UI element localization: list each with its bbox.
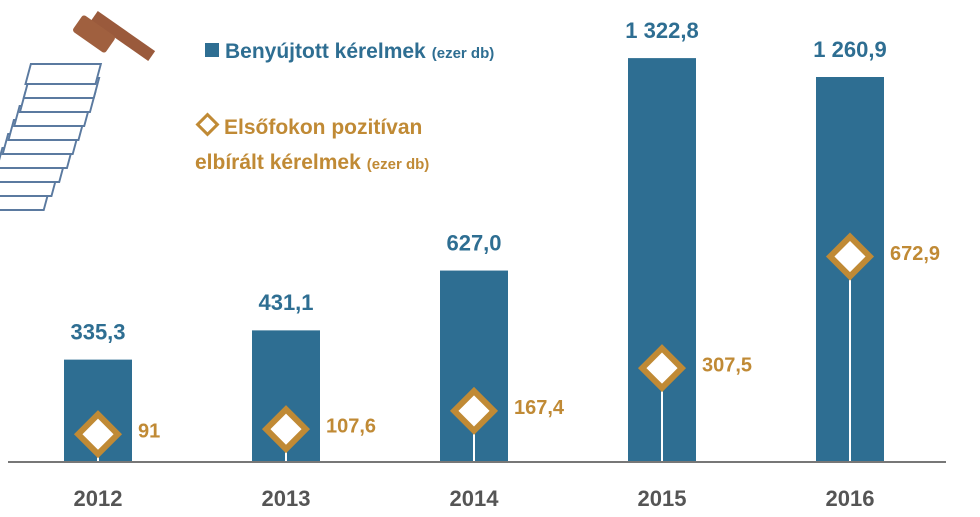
diamond-value-label: 91: [138, 420, 160, 442]
gavel-icon: [72, 11, 155, 61]
x-tick-label: 2012: [74, 486, 123, 511]
bar-value-label: 627,0: [446, 230, 501, 255]
bar-value-label: 1 260,9: [813, 37, 886, 62]
legend-unit: (ezer db): [367, 156, 430, 173]
diamond-value-label: 672,9: [890, 243, 940, 265]
legend-unit: (ezer db): [432, 45, 495, 62]
diamond-value-label: 167,4: [514, 397, 565, 419]
x-tick-label: 2013: [262, 486, 311, 511]
x-tick-label: 2015: [638, 486, 687, 511]
diamond-value-label: 107,6: [326, 415, 376, 437]
papers-icon: [0, 64, 101, 210]
x-tick-label: 2016: [826, 486, 875, 511]
bar-value-label: 431,1: [258, 290, 313, 315]
chart: 335,3 91 2012 431,1 107,6 2013 627,0 167,4 2014 1…: [0, 0, 980, 517]
page: 335,3 91 2012 431,1 107,6 2013 627,0 167,4 2014 1…: [0, 0, 980, 517]
legend-item: Elsőfokon pozitívan elbírált kérelmek(ez…: [195, 110, 495, 182]
x-tick-label: 2014: [450, 486, 500, 511]
legend-swatch: [205, 43, 219, 57]
legend-swatch: [195, 112, 219, 136]
bar-value-label: 1 322,8: [625, 18, 698, 43]
legend-item: Benyújtott kérelmek (ezer db): [205, 34, 625, 71]
bar-value-label: 335,3: [70, 319, 125, 344]
diamond-value-label: 307,5: [702, 354, 752, 376]
legend-label: Benyújtott kérelmek: [225, 40, 426, 63]
